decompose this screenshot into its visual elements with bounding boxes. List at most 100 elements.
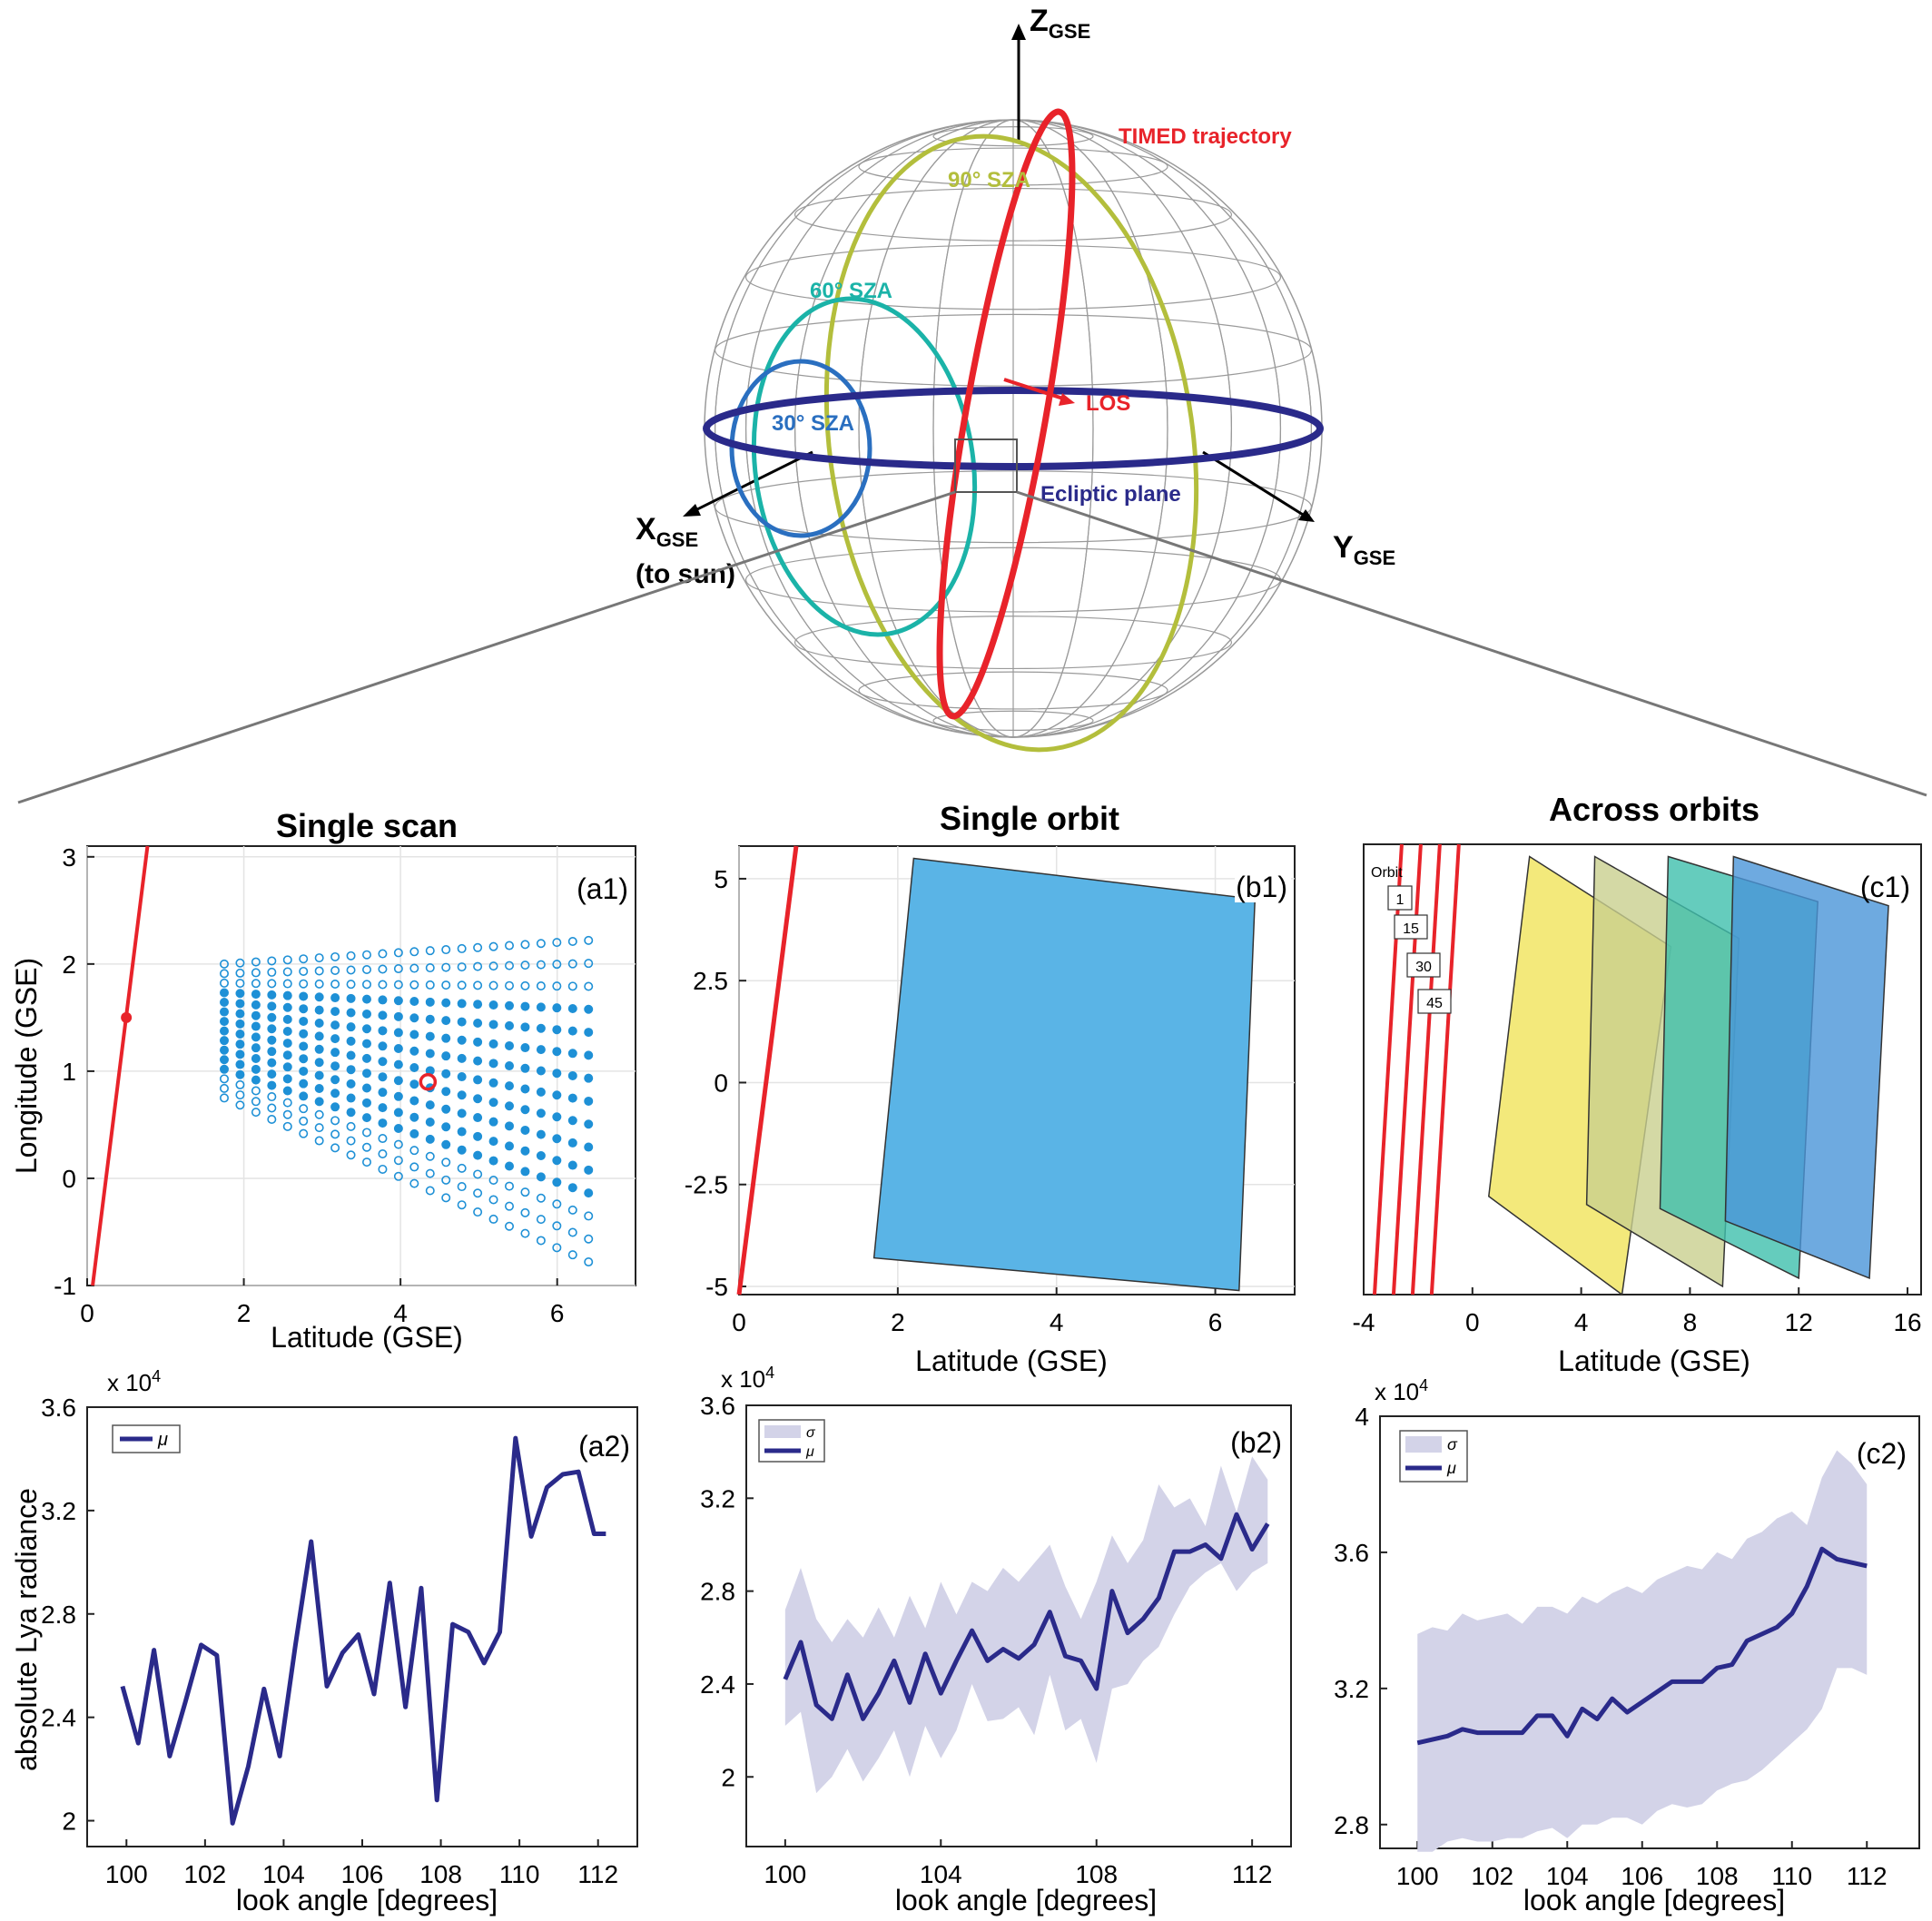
scan-point xyxy=(282,1086,292,1096)
scan-point xyxy=(330,1061,340,1071)
scan-point xyxy=(457,1200,467,1210)
scan-point xyxy=(330,1143,340,1153)
scan-point xyxy=(584,1211,594,1221)
x-axis-label: XGSE xyxy=(636,512,698,551)
x-tick-label: 16 xyxy=(1893,1308,1921,1336)
scan-point xyxy=(346,1150,356,1160)
x-tick-label: 4 xyxy=(1050,1308,1064,1336)
scan-point xyxy=(299,1079,309,1089)
scan-point xyxy=(473,980,483,990)
scan-point xyxy=(505,1141,515,1151)
scan-point xyxy=(552,981,562,991)
scan-point xyxy=(378,1072,388,1082)
panel-c2-xlabel: look angle [degrees] xyxy=(1523,1884,1785,1916)
z-axis-label: ZGSE xyxy=(1030,4,1090,43)
panel-a2-exponent: x 104 xyxy=(107,1367,161,1396)
scan-point xyxy=(346,1065,356,1075)
scan-point xyxy=(235,989,245,999)
scan-point xyxy=(552,1221,562,1231)
scan-point xyxy=(425,946,435,956)
scan-point xyxy=(251,968,261,978)
sigma-band xyxy=(1417,1450,1868,1852)
scan-point xyxy=(235,1069,245,1079)
x-tick-label: 110 xyxy=(1771,1862,1812,1890)
scan-point xyxy=(220,1045,230,1055)
sphere-latitude-line xyxy=(932,710,1094,732)
scan-point xyxy=(441,962,451,972)
scan-point xyxy=(425,1151,435,1161)
scan-point xyxy=(393,1059,403,1069)
scan-point xyxy=(457,962,467,972)
scan-point xyxy=(441,1016,451,1026)
scan-point xyxy=(282,1039,292,1049)
scan-point xyxy=(473,1037,483,1047)
scan-point xyxy=(409,1029,419,1039)
scan-point xyxy=(346,980,356,990)
scan-point xyxy=(584,1050,594,1060)
scan-point xyxy=(520,1167,530,1177)
x-tick-label: 106 xyxy=(1621,1862,1663,1890)
sphere-latitude-line xyxy=(714,470,1313,544)
scan-point xyxy=(505,1221,515,1231)
scan-point xyxy=(567,1003,577,1013)
scan-point xyxy=(220,978,230,988)
scan-point xyxy=(330,1089,340,1098)
panel-c1-label: (c1) xyxy=(1860,871,1910,903)
scan-point xyxy=(584,1142,594,1152)
y-tick-label: 3.6 xyxy=(700,1392,735,1420)
scan-point xyxy=(346,1079,356,1089)
scan-point xyxy=(473,1019,483,1029)
scan-point xyxy=(282,979,292,989)
orbit-label-box xyxy=(1387,885,1413,911)
scan-point xyxy=(235,1029,245,1039)
sza-90-label: 90° SZA xyxy=(948,168,1030,192)
scan-point xyxy=(330,993,340,1003)
panel-b1-data xyxy=(736,845,1257,1295)
x-tick-label: 4 xyxy=(1574,1308,1589,1336)
panel-b1-ticks: 0 2 4 6 5 2.5 0 -2.5 -5 xyxy=(685,865,1223,1336)
scan-point xyxy=(488,1195,498,1205)
x-axis-note: (to sun) xyxy=(636,559,735,589)
scan-point xyxy=(362,994,372,1004)
scan-point xyxy=(567,981,577,991)
orbit-footprint xyxy=(872,857,1257,1292)
scan-point xyxy=(457,1090,467,1100)
y-tick-label: 2.8 xyxy=(41,1601,76,1629)
sza-30-circle xyxy=(729,359,872,538)
scan-point xyxy=(536,1150,546,1160)
scan-point xyxy=(362,965,372,975)
title-single-orbit: Single orbit xyxy=(940,800,1119,837)
panel-b2: 100 104 108 112 2 2.4 2.8 3.2 3.6 x 104 σ μ (b2)… xyxy=(700,1364,1292,1916)
scan-point xyxy=(251,1075,261,1085)
scan-point xyxy=(282,967,292,977)
scan-point xyxy=(346,1050,356,1060)
sphere-latitude-line xyxy=(858,147,1168,186)
scan-point xyxy=(378,1118,388,1128)
y-tick-label: 3.6 xyxy=(1334,1539,1369,1567)
scan-point xyxy=(488,1059,498,1069)
scan-point xyxy=(314,1136,324,1146)
legend-sigma-swatch xyxy=(764,1425,801,1438)
scan-point xyxy=(584,1119,594,1129)
scan-point xyxy=(505,1040,515,1050)
scan-point xyxy=(473,1056,483,1066)
scan-point xyxy=(552,1069,562,1079)
scan-point xyxy=(567,1049,577,1059)
scan-point xyxy=(505,1101,515,1111)
scan-point xyxy=(457,1017,467,1027)
scan-point xyxy=(235,999,245,1009)
scan-point xyxy=(235,1049,245,1059)
scan-point xyxy=(393,996,403,1006)
scan-point xyxy=(552,1003,562,1013)
scan-point xyxy=(567,1116,577,1126)
sza-30-label: 30° SZA xyxy=(772,411,854,436)
scan-point xyxy=(520,980,530,990)
scan-point xyxy=(393,948,403,958)
scan-point xyxy=(520,1084,530,1094)
scan-point xyxy=(520,960,530,970)
scan-point xyxy=(584,959,594,969)
scan-point xyxy=(282,1014,292,1024)
scan-point xyxy=(235,1100,245,1110)
scan-point xyxy=(520,1022,530,1032)
